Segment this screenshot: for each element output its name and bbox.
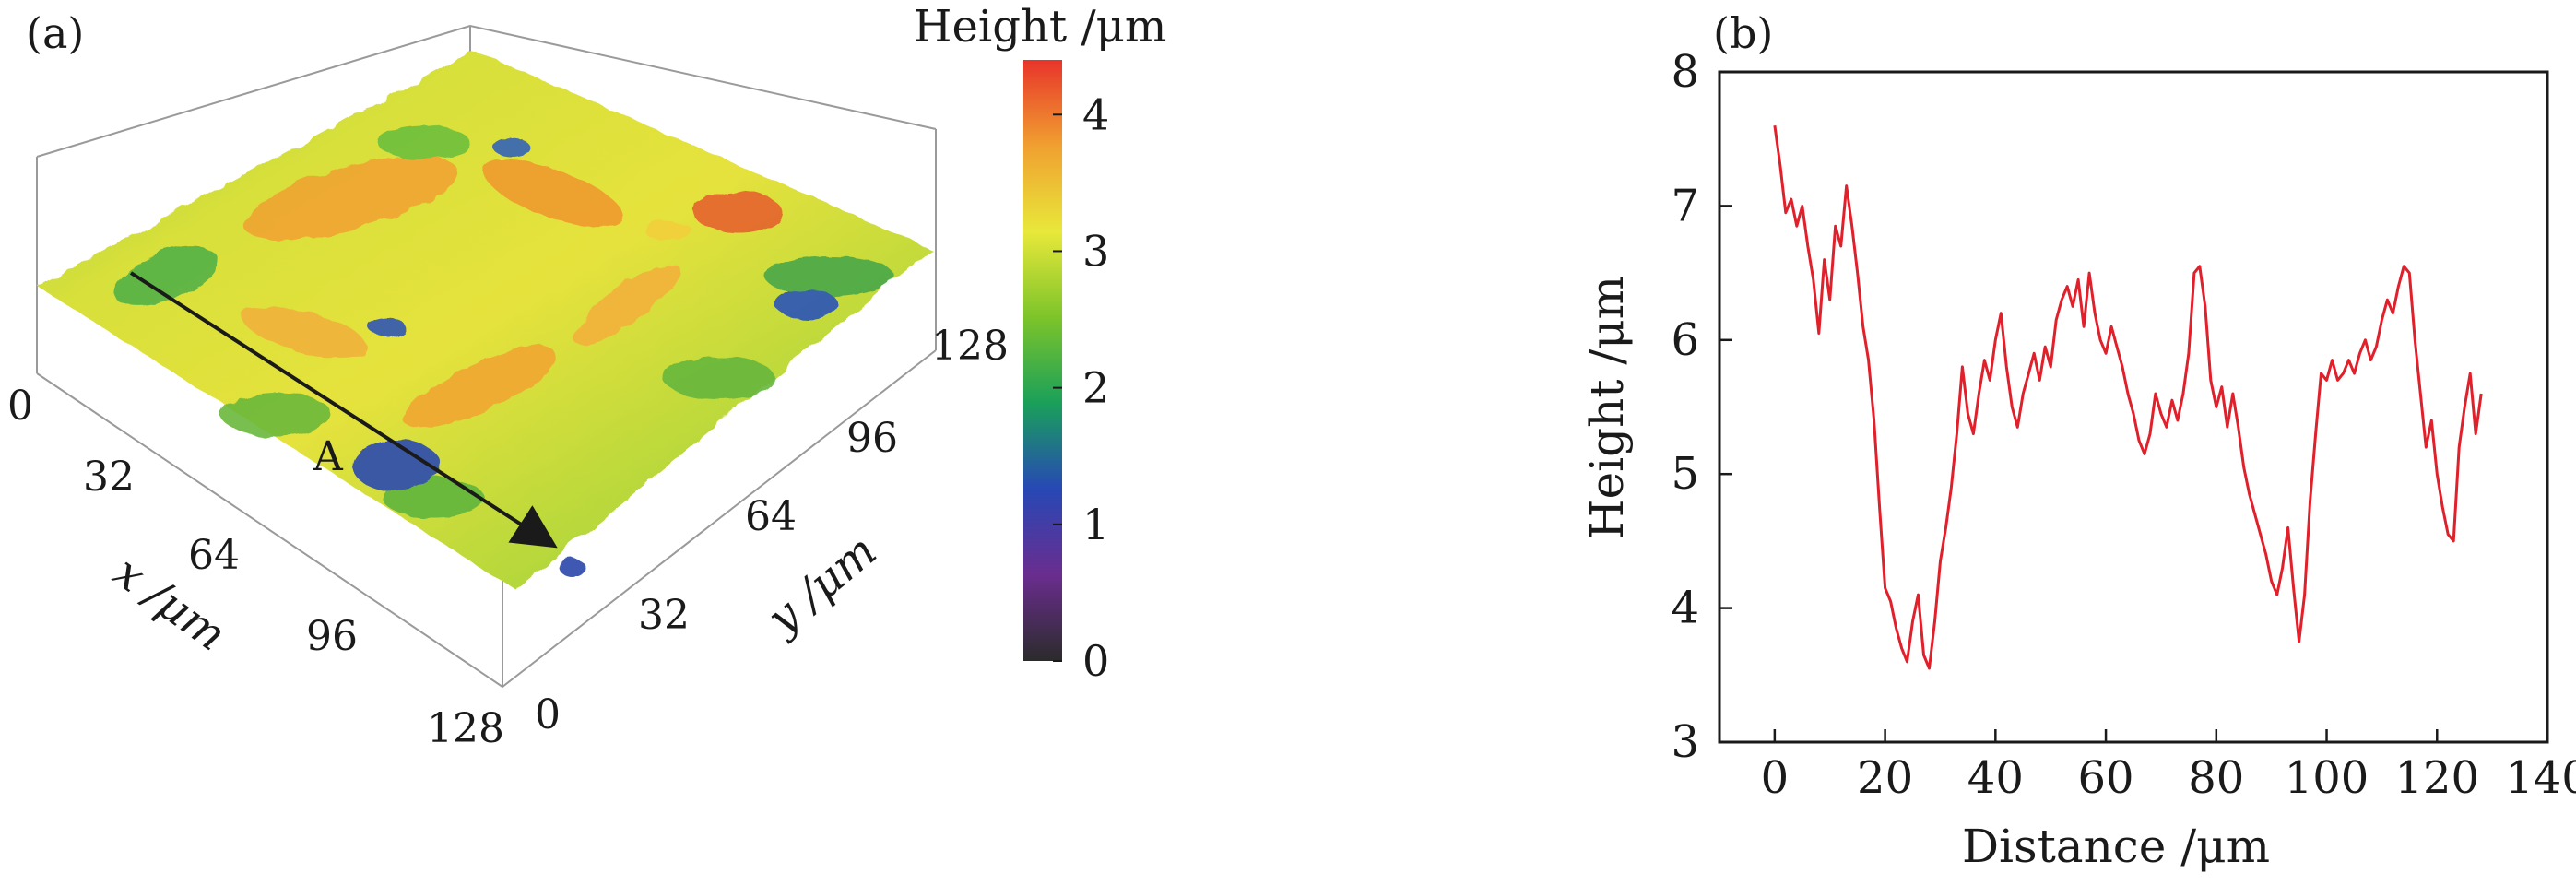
x-tick-label: 96 [306, 613, 358, 660]
colorbar-tick-label: 1 [1082, 500, 1109, 549]
x-axis-ticks: 0 20 40 60 80 100 120 140 [1761, 729, 2576, 804]
y-tick-label: 7 [1671, 180, 1699, 231]
y-tick-label: 5 [1671, 448, 1699, 500]
height-surface [37, 51, 931, 590]
y-tick-label: 4 [1671, 583, 1699, 634]
x-tick-label: 32 [83, 454, 135, 501]
panel-a-surface-plot: (a) [7, 1, 1166, 752]
y-tick-label: 32 [638, 592, 690, 639]
x-tick-label: 60 [2078, 752, 2134, 804]
y-tick-label: 96 [846, 415, 898, 462]
profile-arrow [129, 271, 558, 549]
x-tick-label: 0 [7, 383, 33, 430]
colorbar-tick-label: 4 [1082, 89, 1109, 139]
profile-marker-label: A [313, 433, 344, 480]
y-tick-label: 6 [1671, 314, 1699, 366]
colorbar-ticks: 0 1 2 3 4 [1053, 89, 1109, 686]
panel-b-label: (b) [1713, 8, 1773, 58]
profile-line [1773, 124, 2483, 670]
colorbar-tick-label: 2 [1082, 363, 1109, 413]
x-tick-label: 64 [188, 532, 240, 579]
colorbar-tick-label: 0 [1082, 636, 1109, 686]
x-tick-label: 80 [2188, 752, 2244, 804]
y-axis-label: Height /μm [1580, 276, 1634, 539]
x-tick-label: 20 [1857, 752, 1913, 804]
y-axis-label: y /μm [756, 525, 886, 645]
panel-b-line-chart: (b) 0 20 40 60 80 100 120 140 3 4 5 6 7 8 Distance /… [1580, 8, 2576, 873]
y-axis-ticks: 3 4 5 6 7 8 [1671, 46, 1732, 768]
colorbar-title: Height /μm [914, 1, 1167, 53]
x-tick-label: 140 [2505, 752, 2576, 804]
colorbar-tick-label: 3 [1082, 226, 1109, 276]
y-tick-label: 3 [1671, 716, 1699, 768]
x-tick-label: 100 [2285, 752, 2369, 804]
y-tick-label: 128 [931, 323, 1009, 370]
x-axis-ticks: 0 32 64 96 128 [7, 383, 504, 752]
y-axis-ticks: 0 32 64 96 128 [535, 323, 1009, 738]
colorbar: Height /μm 0 1 2 3 4 [914, 1, 1167, 686]
colorbar-gradient [1023, 60, 1062, 661]
x-axis-label: Distance /μm [1962, 820, 2270, 873]
y-tick-label: 0 [535, 691, 561, 738]
surface-bounding-box [36, 24, 937, 689]
plot-frame [1718, 70, 2549, 744]
panel-a-label: (a) [26, 8, 84, 58]
y-tick-label: 64 [745, 493, 797, 540]
series-profile [1773, 124, 2483, 670]
y-tick-label: 8 [1671, 46, 1699, 98]
x-tick-label: 40 [1967, 752, 2024, 804]
x-tick-label: 120 [2394, 752, 2479, 804]
x-tick-label: 128 [427, 705, 504, 752]
x-tick-label: 0 [1761, 752, 1790, 804]
